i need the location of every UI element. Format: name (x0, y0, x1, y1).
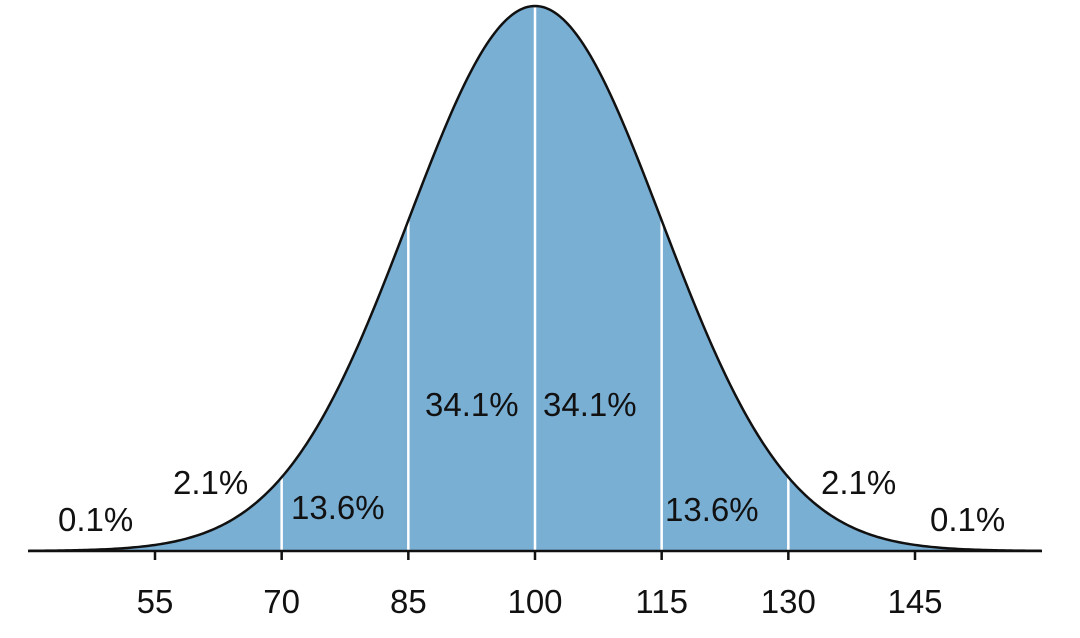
x-tick-label-130: 130 (761, 583, 816, 620)
region-label-right-tail: 0.1% (930, 501, 1005, 538)
x-axis: 55 70 85 100 115 130 145 (28, 549, 1042, 620)
x-tick-label-70: 70 (263, 583, 300, 620)
x-tick-label-145: 145 (887, 583, 942, 620)
region-label-left-1sd-2sd: 13.6% (291, 489, 385, 526)
region-label-left-center: 34.1% (425, 386, 519, 423)
curve-layer (28, 4, 1042, 553)
region-label-left-2sd: 2.1% (173, 464, 248, 501)
region-label-right-1sd-2sd: 13.6% (665, 491, 759, 528)
region-label-left-tail: 0.1% (58, 501, 133, 538)
x-tick-label-115: 115 (635, 583, 688, 620)
x-tick-label-100: 100 (507, 583, 562, 620)
region-label-right-2sd: 2.1% (821, 464, 896, 501)
x-tick-label-85: 85 (390, 583, 427, 620)
region-label-right-center: 34.1% (543, 386, 637, 423)
x-tick-label-55: 55 (137, 583, 174, 620)
distribution-curve (28, 4, 1042, 553)
divider-layer (280, 7, 790, 551)
